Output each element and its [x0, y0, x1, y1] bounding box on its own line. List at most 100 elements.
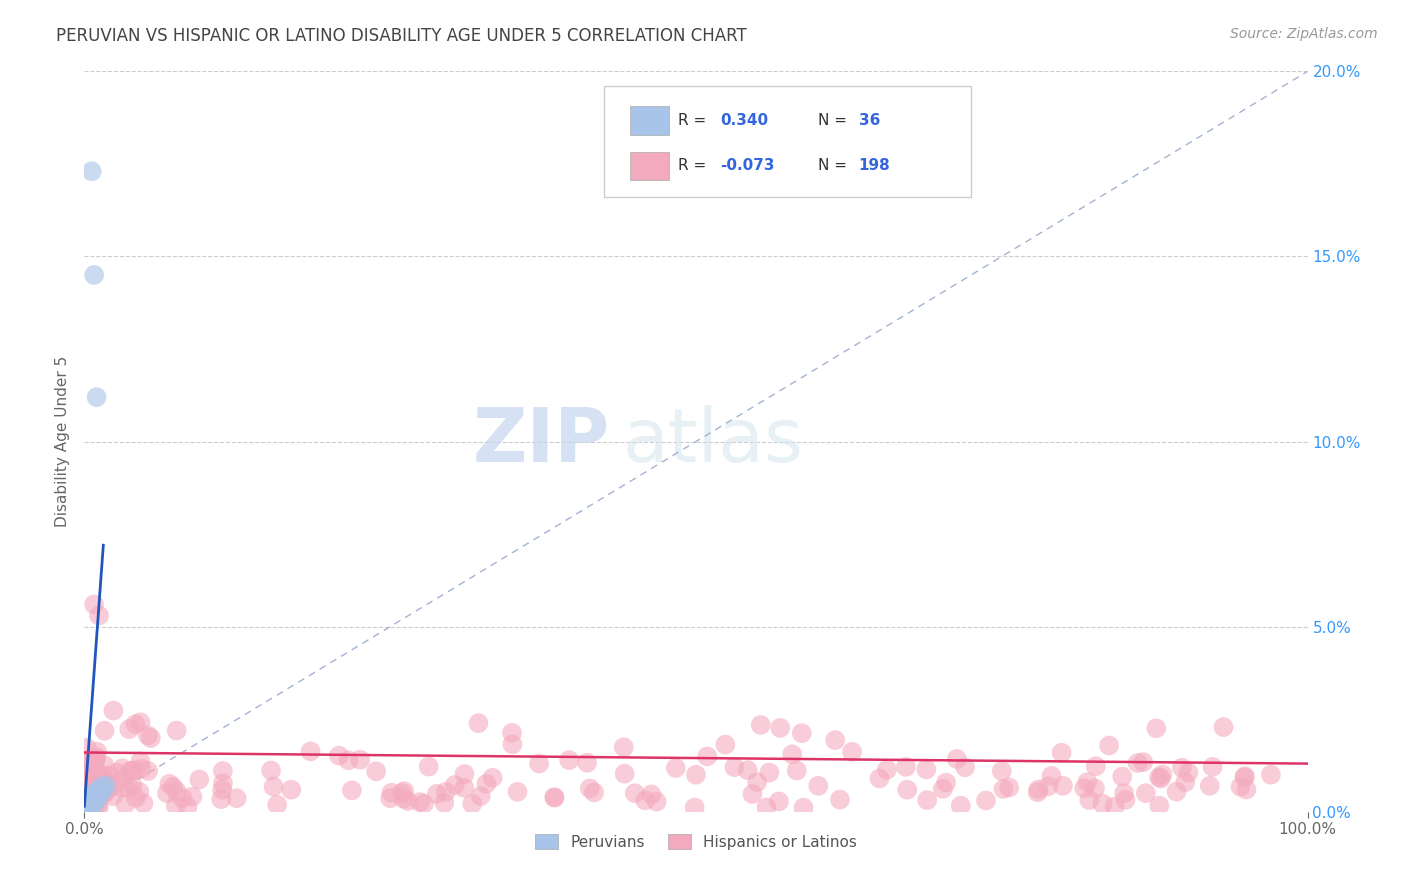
Point	[76, 776, 98, 790]
Point	[409, 795, 432, 809]
Point	[1166, 784, 1188, 798]
Point	[583, 785, 606, 799]
Point	[1132, 755, 1154, 769]
Point	[949, 798, 972, 813]
Point	[76, 790, 98, 805]
Point	[396, 794, 419, 808]
FancyBboxPatch shape	[605, 87, 972, 197]
Point	[91, 779, 114, 793]
Point	[93, 758, 115, 772]
Point	[453, 767, 475, 781]
Point	[1036, 779, 1059, 793]
Point	[1150, 772, 1173, 786]
Point	[86, 767, 108, 781]
Point	[807, 779, 830, 793]
Point	[172, 791, 194, 805]
Point	[613, 766, 636, 780]
Point	[176, 800, 198, 814]
Point	[76, 801, 98, 815]
Point	[1177, 765, 1199, 780]
Point	[157, 777, 180, 791]
Text: R =: R =	[678, 158, 706, 173]
Point	[91, 768, 114, 782]
Point	[87, 782, 110, 797]
Point	[392, 791, 415, 805]
Point	[755, 800, 778, 814]
Point	[413, 797, 436, 811]
Point	[786, 764, 808, 778]
Point	[76, 740, 98, 755]
Text: N =: N =	[818, 113, 848, 128]
Point	[86, 745, 108, 759]
Point	[77, 796, 100, 810]
Point	[613, 740, 636, 755]
Point	[380, 786, 402, 800]
Point	[87, 789, 110, 804]
Point	[87, 797, 110, 812]
Point	[1149, 798, 1171, 813]
Point	[98, 768, 121, 782]
Point	[93, 723, 115, 738]
Point	[76, 797, 98, 812]
Point	[974, 793, 997, 807]
Point	[75, 799, 97, 814]
Point	[953, 760, 976, 774]
Point	[1104, 799, 1126, 814]
Point	[76, 799, 98, 814]
Point	[94, 785, 117, 799]
Point	[125, 790, 148, 805]
Point	[841, 745, 863, 759]
Point	[747, 775, 769, 789]
Point	[79, 794, 101, 808]
Point	[129, 755, 152, 769]
Point	[212, 776, 235, 790]
Point	[280, 782, 302, 797]
Point	[1212, 720, 1234, 734]
Point	[685, 767, 707, 781]
Point	[79, 759, 101, 773]
Point	[543, 790, 565, 805]
Point	[1229, 780, 1251, 794]
Point	[89, 789, 111, 804]
Point	[90, 770, 112, 784]
Point	[683, 800, 706, 814]
Point	[558, 753, 581, 767]
Point	[426, 787, 449, 801]
Point	[665, 761, 688, 775]
Point	[1078, 793, 1101, 807]
Point	[543, 790, 565, 805]
Point	[896, 782, 918, 797]
Point	[392, 784, 415, 798]
Point	[83, 598, 105, 612]
Point	[111, 772, 134, 786]
Point	[501, 726, 523, 740]
Point	[121, 779, 143, 793]
Point	[75, 801, 97, 815]
Text: Source: ZipAtlas.com: Source: ZipAtlas.com	[1230, 27, 1378, 41]
Point	[1171, 761, 1194, 775]
Point	[366, 764, 388, 779]
Point	[129, 715, 152, 730]
Point	[77, 797, 100, 812]
Point	[527, 756, 550, 771]
Point	[467, 716, 489, 731]
Point	[758, 765, 780, 780]
Point	[768, 794, 790, 808]
Point	[86, 764, 108, 778]
Point	[212, 764, 235, 778]
Point	[1233, 770, 1256, 784]
Point	[87, 800, 110, 814]
Point	[80, 770, 103, 784]
Point	[84, 753, 107, 767]
FancyBboxPatch shape	[630, 152, 669, 180]
Point	[79, 778, 101, 792]
Point	[741, 787, 763, 801]
Point	[645, 795, 668, 809]
Point	[79, 755, 101, 769]
Point	[475, 777, 498, 791]
Point	[211, 782, 233, 797]
Point	[128, 785, 150, 799]
Point	[453, 780, 475, 795]
Point	[103, 779, 125, 793]
Text: ZIP: ZIP	[472, 405, 610, 478]
